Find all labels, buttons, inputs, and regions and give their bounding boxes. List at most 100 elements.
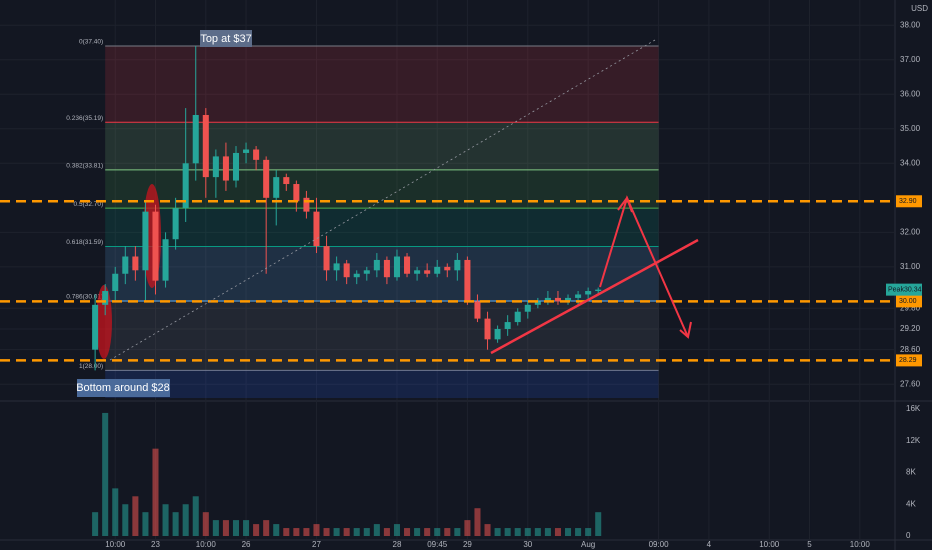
x-tick-label: 26 [242,540,251,549]
candle-body [353,273,360,278]
candle-body [243,149,250,153]
volume-bar [192,496,199,536]
volume-bar [142,512,149,536]
volume-bar [454,528,461,536]
x-tick-label: 10:00 [105,540,126,549]
x-tick-label: 27 [312,540,321,549]
annotation: Bottom around $28 [76,382,170,394]
trend-line [490,238,699,355]
x-tick-label: 09:45 [427,540,448,549]
fib-band [105,301,659,371]
candle-body [92,304,99,350]
x-tick-label: 23 [151,540,160,549]
candle-body [575,294,582,298]
candle-body [565,297,572,302]
volume-bar [585,528,592,536]
candle-body [283,177,290,185]
candle-body [534,301,541,305]
level-tag [896,354,922,367]
arrow-head [679,321,692,339]
candle-body [172,208,179,240]
level-label: 32.90 [899,198,917,205]
candle-body [363,270,370,274]
x-tick-label: 10:00 [759,540,780,549]
y-tick-label: 35.00 [900,124,921,133]
x-tick-label: 09:00 [649,540,670,549]
candle-body [414,270,421,274]
candle-body [202,114,209,178]
y-tick-label: 36.00 [900,89,921,98]
fib-label: 0.786(30.01) [66,294,103,301]
fib-band [105,208,659,247]
volume-bar [172,512,179,536]
volume-tick-label: 8K [906,468,916,477]
volume-bar [514,528,521,536]
currency-label: USD [911,4,928,13]
volume-bar [132,496,139,536]
volume-bar [414,528,421,536]
volume-bar [544,528,551,536]
volume-bar [253,524,260,536]
x-tick-label: 30 [523,540,532,549]
level-label: 28.29 [899,357,917,364]
candle-body [393,256,400,278]
level-label: 30.00 [899,298,917,305]
volume-bar [263,520,270,536]
y-tick-label: 29.20 [900,324,921,333]
volume-bar [293,528,300,536]
candle-body [544,297,551,302]
volume-bar [504,528,511,536]
candle-body [142,211,149,271]
x-tick-label: 5 [807,540,812,549]
candle-body [383,259,390,278]
candle-body [494,328,501,340]
volume-bar [232,520,240,536]
volume-bar [383,528,390,536]
volume-bar [494,528,501,536]
x-tick-label: 10:00 [196,540,217,549]
volume-bar [222,520,229,536]
x-tick-label: Aug [581,540,595,549]
candle-body [333,263,340,271]
volume-bar [524,528,531,536]
candle-body [192,114,199,164]
fib-band [105,122,659,170]
last-price-name: Peak [888,286,904,293]
volume-bar [353,528,360,536]
volume-bar [464,520,471,536]
y-tick-label: 38.00 [900,20,921,29]
y-tick-label: 28.60 [900,345,921,354]
volume-bar [182,504,189,536]
candle-body [514,311,521,323]
volume-bar [273,524,280,536]
volume-bar [243,520,250,536]
candle-body [464,259,471,302]
last-price-tag [886,283,922,296]
volume-tick-label: 12K [906,436,921,445]
candle-body [585,291,592,295]
volume-bar [575,528,582,536]
fib-label: 0.5(32.70) [74,201,104,208]
candle-body [182,163,189,209]
candle-body [132,256,139,271]
y-tick-label: 29.80 [900,303,921,312]
x-tick-label: 4 [707,540,712,549]
volume-bar [534,528,541,536]
volume-bar [323,528,330,536]
candle-body [303,197,310,212]
candle-body [212,156,219,178]
candle-body [373,259,380,271]
volume-bar [202,512,209,536]
y-tick-label: 31.00 [900,262,921,271]
volume-bar [212,520,219,536]
volume-bar [122,504,129,536]
volume-bar [283,528,290,536]
candle-body [424,270,431,274]
fib-label: 0.382(33.81) [66,163,103,170]
level-tag [896,195,922,208]
volume-bar [363,528,370,536]
volume-bar [474,508,481,536]
volume-tick-label: 4K [906,499,916,508]
annotation-box [200,30,252,47]
